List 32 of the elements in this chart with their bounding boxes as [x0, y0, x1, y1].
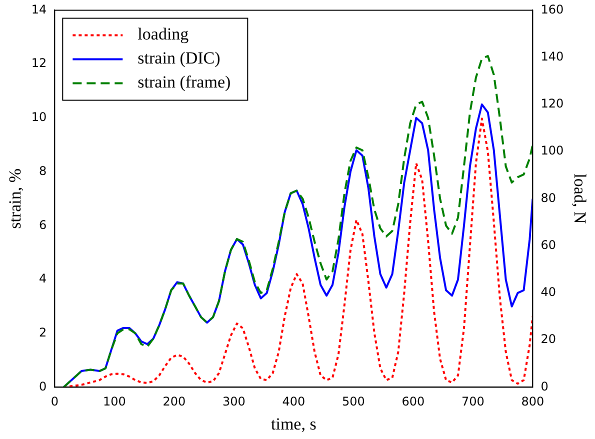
- x-tick-label: 100: [102, 394, 126, 409]
- y-tick-label: 4: [39, 272, 47, 286]
- y-tick-label: 6: [39, 218, 47, 232]
- y2-tick-label: 140: [540, 49, 564, 64]
- y-tick-label: 8: [39, 164, 47, 178]
- y2-tick-label: 0: [540, 379, 548, 394]
- y-tick-label: 14: [31, 2, 47, 16]
- x-tick-label: 300: [222, 394, 246, 409]
- x-axis-title: time, s: [271, 414, 316, 434]
- y2-tick-label: 60: [540, 238, 556, 252]
- legend-label: loading: [138, 24, 190, 44]
- x-tick-label: 600: [402, 394, 425, 409]
- y2-tick-label: 20: [540, 332, 556, 346]
- y-axis-title: strain, %: [6, 168, 25, 229]
- y2-tick-label: 80: [540, 190, 556, 205]
- y-tick-label: 12: [31, 56, 47, 70]
- x-tick-label: 200: [162, 394, 186, 409]
- x-tick-label: 700: [461, 394, 484, 409]
- x-tick-label: 800: [521, 394, 544, 409]
- y2-tick-label: 120: [540, 96, 564, 111]
- y-tick-label: 2: [39, 325, 47, 340]
- y2-tick-label: 160: [540, 2, 564, 16]
- y2-axis-title: load, N: [570, 174, 590, 224]
- x-tick-label: 400: [282, 394, 306, 409]
- y-tick-label: 0: [39, 379, 47, 394]
- legend-label: strain (frame): [138, 72, 231, 92]
- y-tick-label: 10: [31, 110, 47, 124]
- x-tick-label: 0: [50, 394, 58, 409]
- x-tick-label: 500: [342, 394, 365, 409]
- legend-label: strain (DIC): [138, 48, 220, 68]
- y2-tick-label: 100: [540, 144, 564, 158]
- y2-tick-label: 40: [540, 285, 556, 300]
